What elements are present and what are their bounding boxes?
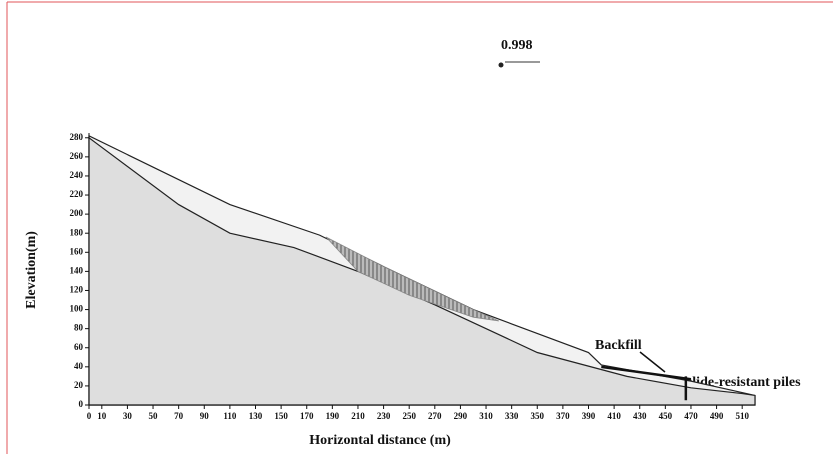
x-tick-label: 230 xyxy=(377,411,391,421)
x-tick-label: 90 xyxy=(200,411,210,421)
x-tick-label: 30 xyxy=(123,411,133,421)
y-tick-label: 140 xyxy=(70,265,84,275)
y-tick-label: 20 xyxy=(74,380,84,390)
x-tick-label: 310 xyxy=(479,411,493,421)
x-tick-label: 190 xyxy=(326,411,340,421)
x-tick-label: 210 xyxy=(351,411,365,421)
x-tick-label: 70 xyxy=(174,411,184,421)
fos-dot xyxy=(498,62,504,68)
y-tick-label: 160 xyxy=(70,246,84,256)
x-tick-label: 0 xyxy=(87,411,92,421)
y-tick-label: 80 xyxy=(74,323,84,333)
annotation: Backfill xyxy=(595,338,642,353)
x-tick-label: 150 xyxy=(274,411,288,421)
layer-line xyxy=(601,365,692,381)
y-tick-label: 200 xyxy=(70,208,84,218)
x-tick-label: 250 xyxy=(402,411,416,421)
x-tick-label: 130 xyxy=(249,411,263,421)
x-tick-label: 470 xyxy=(684,411,698,421)
y-tick-label: 240 xyxy=(70,170,84,180)
y-axis-label: Elevation(m) xyxy=(24,231,39,309)
x-tick-label: 330 xyxy=(505,411,519,421)
x-tick-label: 510 xyxy=(735,411,749,421)
y-tick-label: 100 xyxy=(70,304,84,314)
annotation-arrow xyxy=(639,351,666,373)
x-tick-label: 170 xyxy=(300,411,314,421)
x-tick-label: 370 xyxy=(556,411,570,421)
x-tick-label: 290 xyxy=(454,411,468,421)
x-tick-label: 270 xyxy=(428,411,442,421)
x-axis-label: Horizontal distance (m) xyxy=(309,433,451,448)
x-tick-label: 390 xyxy=(582,411,596,421)
y-tick-label: 260 xyxy=(70,151,84,161)
y-tick-label: 120 xyxy=(70,285,84,295)
x-tick-label: 350 xyxy=(531,411,545,421)
y-tick-label: 280 xyxy=(70,132,84,142)
x-tick-label: 50 xyxy=(149,411,159,421)
x-tick-label: 110 xyxy=(223,411,237,421)
y-tick-label: 60 xyxy=(74,342,84,352)
layer-area xyxy=(88,136,756,406)
y-tick-label: 180 xyxy=(70,227,84,237)
x-tick-label: 450 xyxy=(659,411,673,421)
fos-label: 0.998 xyxy=(501,38,533,53)
y-tick-label: 40 xyxy=(74,361,84,371)
x-tick-label: 430 xyxy=(633,411,647,421)
y-tick-label: 220 xyxy=(70,189,84,199)
x-tick-label: 410 xyxy=(607,411,621,421)
x-tick-label: 490 xyxy=(710,411,724,421)
x-tick-label: 10 xyxy=(97,411,107,421)
slide-mass xyxy=(325,236,500,322)
y-tick-label: 0 xyxy=(79,399,84,409)
